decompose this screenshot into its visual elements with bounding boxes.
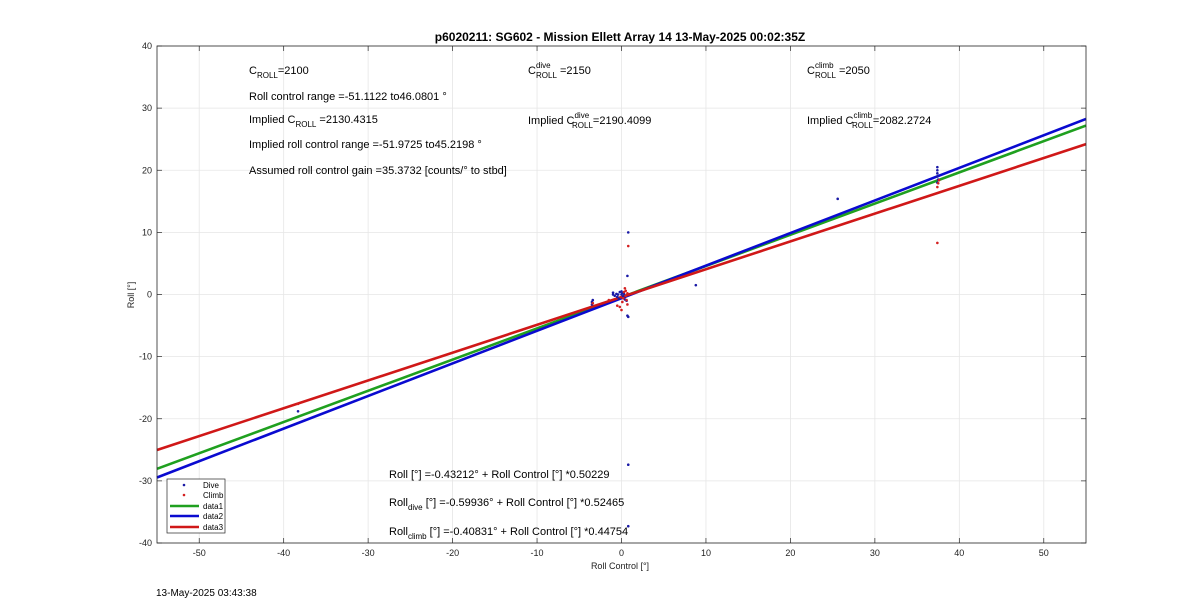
point-climb: [624, 289, 628, 293]
point-climb: [296, 402, 300, 406]
legend-label-data2: data2: [203, 512, 224, 521]
chart-title: p6020211: SG602 - Mission Ellett Array 1…: [435, 30, 805, 44]
footer-timestamp: 13-May-2025 03:43:38: [156, 588, 257, 599]
point-dive: [296, 409, 300, 413]
y-tick-label: 40: [142, 41, 152, 51]
annotation-c-roll: CROLL=2100: [249, 65, 309, 80]
y-tick-label: -40: [139, 538, 152, 548]
point-dive: [626, 315, 630, 319]
annotation-roll-range: Roll control range =-51.1122 to46.0801 °: [249, 91, 447, 103]
legend-marker-climb: [182, 493, 186, 497]
x-tick-label: 0: [619, 548, 624, 558]
y-tick-label: 10: [142, 227, 152, 237]
point-dive: [591, 298, 595, 302]
point-dive: [626, 231, 630, 234]
x-tick-label: -30: [362, 548, 375, 558]
legend-marker-dive: [182, 483, 186, 487]
fit-line-data3: [156, 142, 1087, 452]
fit-equation-dive: Rolldive [°] =-0.59936° + Roll Control […: [389, 497, 624, 512]
legend-label-data3: data3: [203, 523, 224, 532]
point-climb: [607, 298, 611, 302]
x-tick-label: -10: [531, 548, 544, 558]
point-climb: [626, 244, 630, 248]
legend-label-climb: Climb: [203, 491, 224, 500]
point-climb: [591, 301, 595, 305]
point-dive: [611, 291, 615, 294]
x-tick-label: 20: [785, 548, 795, 558]
point-climb: [626, 291, 629, 295]
point-climb: [621, 300, 624, 304]
point-dive: [621, 295, 625, 298]
y-axis-label: Roll [°]: [126, 282, 136, 309]
point-dive: [616, 293, 620, 296]
point-climb: [623, 286, 627, 290]
point-climb: [624, 294, 628, 298]
point-climb: [618, 305, 622, 309]
point-climb: [936, 181, 940, 185]
scatter-points: [296, 165, 941, 528]
point-dive: [626, 524, 630, 528]
fit-lines: [156, 117, 1087, 479]
point-dive: [626, 274, 629, 278]
point-dive: [936, 168, 939, 172]
x-axis-label: Roll Control [°]: [591, 561, 649, 571]
annotation-implied-range: Implied roll control range =-51.9725 to4…: [249, 139, 482, 151]
point-climb: [615, 304, 619, 307]
fit-equation-all: Roll [°] =-0.43212° + Roll Control [°] *…: [389, 469, 610, 481]
point-climb: [621, 296, 625, 300]
point-dive: [836, 197, 840, 201]
point-dive: [617, 297, 621, 301]
annotation-gain: Assumed roll control gain =35.3732 [coun…: [249, 165, 507, 177]
y-tick-label: -30: [139, 476, 152, 486]
point-dive: [694, 283, 698, 287]
x-tick-label: 10: [701, 548, 711, 558]
annotation-implied-climb: Implied Cclimb ROLL=2082.2724: [807, 111, 931, 130]
point-dive: [615, 295, 619, 299]
x-tick-label: 40: [954, 548, 964, 558]
annotation-c-dive: Cdive ROLL =2150: [528, 61, 591, 80]
point-dive: [936, 175, 939, 178]
x-tick-label: -40: [277, 548, 290, 558]
y-tick-label: 20: [142, 165, 152, 175]
x-tick-label: 50: [1039, 548, 1049, 558]
y-tick-label: -10: [139, 352, 152, 362]
point-climb: [626, 303, 629, 306]
y-tick-label: 30: [142, 103, 152, 113]
point-dive: [936, 172, 939, 175]
y-tick-label: 0: [147, 290, 152, 300]
y-tick-label: -20: [139, 414, 152, 424]
point-climb: [936, 241, 939, 245]
x-tick-label: -50: [193, 548, 206, 558]
point-climb: [625, 298, 628, 302]
x-tick-label: 30: [870, 548, 880, 558]
annotation-implied-dive: Implied Cdive ROLL=2190.4099: [528, 111, 651, 130]
axis-ticks: -50 -40 -30 -20 -10 0 10 20 30 40 50 -40 -30 -20 -10 0 1…: [139, 41, 1086, 558]
point-dive: [613, 294, 617, 298]
point-climb: [936, 185, 939, 189]
point-climb: [620, 308, 623, 312]
point-climb: [937, 178, 941, 182]
legend-label-data1: data1: [203, 502, 224, 511]
x-tick-label: -20: [446, 548, 459, 558]
point-dive: [626, 463, 630, 467]
legend-label-dive: Dive: [203, 481, 220, 490]
legend: Dive Climb data1 data2 data3: [166, 478, 226, 534]
annotation-c-climb: Cclimb ROLL =2050: [807, 61, 870, 80]
fit-equation-climb: Rollclimb [°] =-0.40831° + Roll Control …: [389, 526, 628, 541]
point-dive: [622, 292, 626, 296]
point-dive: [936, 165, 939, 169]
annotation-implied-c-roll: Implied CROLL =2130.4315: [249, 114, 378, 129]
